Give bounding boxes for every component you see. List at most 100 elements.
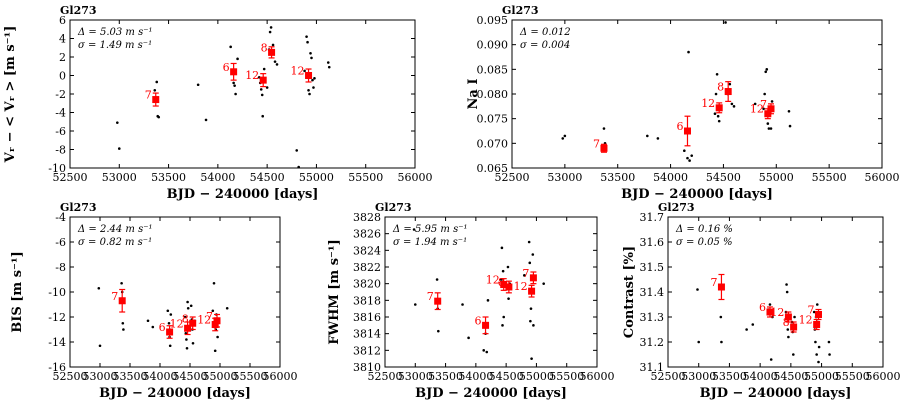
x-tick-label: 53000 bbox=[547, 171, 582, 184]
y-tick-label: 0.075 bbox=[477, 113, 509, 126]
raw-data-point bbox=[529, 319, 532, 323]
raw-data-point bbox=[563, 134, 567, 138]
y-tick-label: 31.6 bbox=[640, 236, 665, 249]
raw-data-point bbox=[204, 118, 208, 122]
binned-data-point bbox=[813, 321, 821, 328]
binned-data-point bbox=[600, 144, 608, 152]
y-tick-label: 3828 bbox=[353, 211, 381, 224]
raw-data-point bbox=[814, 340, 817, 344]
raw-data-point bbox=[213, 349, 217, 353]
raw-data-point bbox=[482, 349, 486, 352]
raw-data-point bbox=[295, 149, 299, 152]
binned-point-label: 12 bbox=[701, 97, 715, 110]
raw-data-point bbox=[166, 309, 170, 313]
y-tick-label: -8 bbox=[55, 144, 66, 157]
y-tick-label: 31.3 bbox=[640, 311, 665, 324]
y-tick-label: 3812 bbox=[353, 344, 381, 357]
x-tick-label: 52500 bbox=[651, 370, 686, 383]
x-tick-label: 55000 bbox=[804, 370, 839, 383]
raw-data-point bbox=[717, 119, 721, 123]
x-tick-label: 55500 bbox=[348, 171, 383, 184]
raw-data-point bbox=[273, 60, 277, 63]
x-tick-label: 54000 bbox=[200, 171, 235, 184]
binned-data-point bbox=[305, 72, 313, 79]
x-tick-label: 53000 bbox=[681, 370, 716, 383]
binned-point-label: 7 bbox=[206, 310, 213, 323]
raw-data-point bbox=[753, 102, 757, 106]
raw-data-point bbox=[310, 56, 313, 60]
raw-data-point bbox=[501, 324, 504, 327]
binned-data-point bbox=[166, 328, 174, 336]
x-tick-label: 53500 bbox=[113, 370, 148, 383]
x-axis-label: BJD − 240000 [days] bbox=[621, 187, 773, 202]
y-tick-label: 3814 bbox=[353, 328, 381, 341]
raw-data-point bbox=[232, 81, 235, 85]
raw-data-point bbox=[153, 89, 157, 92]
raw-data-point bbox=[815, 353, 818, 356]
raw-data-point bbox=[793, 315, 796, 319]
raw-data-point bbox=[751, 323, 755, 326]
y-tick-label: 31.5 bbox=[640, 261, 665, 274]
raw-data-point bbox=[745, 328, 748, 331]
y-tick-label: 6 bbox=[59, 14, 66, 27]
x-tick-label: 55000 bbox=[299, 171, 334, 184]
raw-data-point bbox=[117, 147, 121, 150]
y-tick-label: 3816 bbox=[353, 311, 381, 324]
x-tick-label: 54500 bbox=[489, 370, 524, 383]
raw-data-point bbox=[312, 86, 315, 89]
x-tick-label: 56000 bbox=[398, 171, 433, 184]
raw-data-point bbox=[233, 84, 236, 87]
binned-data-point bbox=[213, 317, 221, 325]
y-tick-label: 0.085 bbox=[477, 63, 509, 76]
raw-data-point bbox=[523, 274, 526, 277]
x-tick-label: 55000 bbox=[519, 370, 554, 383]
raw-data-point bbox=[412, 228, 416, 231]
raw-data-point bbox=[656, 137, 660, 140]
raw-data-point bbox=[467, 336, 470, 340]
raw-data-point bbox=[116, 121, 119, 124]
x-tick-label: 53500 bbox=[600, 171, 635, 184]
binned-point-label: 6 bbox=[223, 61, 230, 74]
raw-data-point bbox=[686, 156, 689, 160]
x-tick-label: 55500 bbox=[233, 370, 268, 383]
raw-data-point bbox=[196, 83, 200, 87]
raw-data-point bbox=[531, 253, 535, 256]
raw-data-point bbox=[762, 107, 765, 111]
raw-data-point bbox=[561, 137, 565, 140]
binned-data-point bbox=[482, 321, 490, 329]
raw-data-point bbox=[308, 92, 311, 96]
raw-data-point bbox=[98, 344, 102, 348]
y-tick-label: 0.095 bbox=[477, 14, 509, 27]
x-tick-label: 53500 bbox=[151, 171, 186, 184]
raw-data-point bbox=[261, 114, 265, 118]
raw-data-point bbox=[687, 50, 690, 54]
x-tick-label: 56000 bbox=[866, 370, 900, 383]
raw-data-point bbox=[506, 265, 510, 269]
raw-data-point bbox=[764, 70, 768, 74]
raw-data-point bbox=[787, 335, 790, 339]
y-tick-label: 4 bbox=[59, 33, 66, 46]
binned-point-label: 12 bbox=[170, 317, 184, 330]
binned-point-label: 7 bbox=[111, 290, 118, 303]
raw-data-point bbox=[183, 315, 187, 319]
raw-data-point bbox=[269, 26, 273, 29]
binned-point-label: 8 bbox=[261, 41, 268, 54]
raw-data-point bbox=[770, 100, 774, 103]
binned-data-point bbox=[230, 68, 238, 76]
chart-panel-3: 5250053000535005400054500550005550056000… bbox=[10, 201, 298, 400]
raw-data-point bbox=[189, 304, 193, 308]
x-tick-label: 54000 bbox=[653, 171, 688, 184]
binned-point-label: 12 bbox=[770, 306, 784, 319]
panel-title: Gl273 bbox=[502, 4, 539, 17]
y-tick-label: 3818 bbox=[353, 294, 381, 307]
stat-annotation: σ = 0.004 bbox=[520, 40, 570, 51]
binned-data-point bbox=[764, 110, 772, 118]
raw-data-point bbox=[309, 52, 312, 55]
panel-title: Gl273 bbox=[375, 201, 412, 214]
raw-data-point bbox=[787, 109, 791, 113]
binned-data-point bbox=[766, 308, 774, 316]
raw-data-point bbox=[307, 89, 310, 92]
x-tick-label: 54000 bbox=[458, 370, 493, 383]
stat-annotation: σ = 0.82 m s⁻¹ bbox=[78, 237, 152, 248]
